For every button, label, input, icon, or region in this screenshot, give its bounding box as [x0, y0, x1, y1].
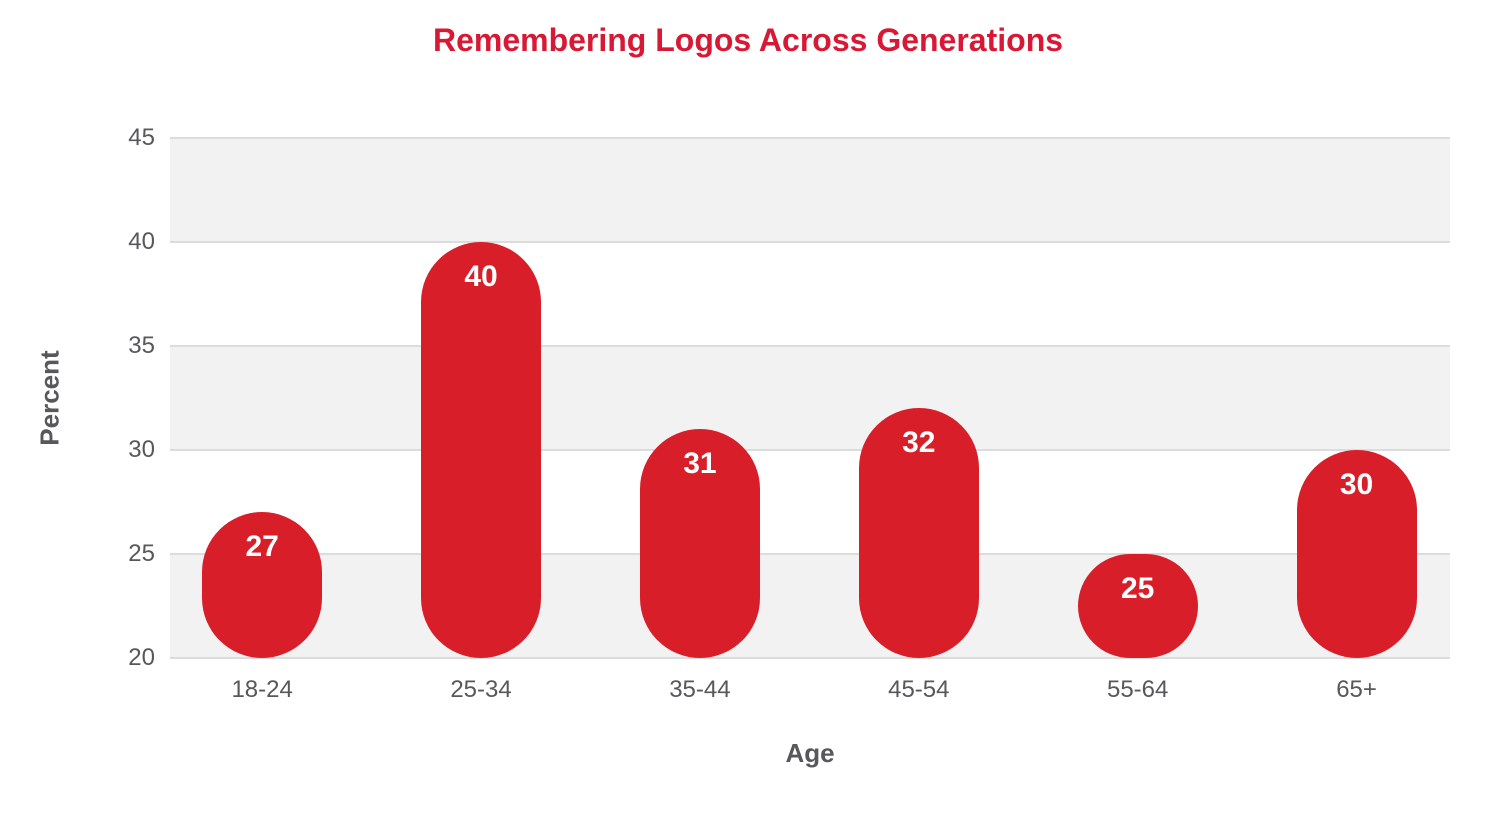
- y-axis-title: Percent: [35, 350, 66, 445]
- gridline: [170, 657, 1450, 659]
- gridline: [170, 449, 1450, 451]
- x-tick-label: 18-24: [231, 676, 292, 704]
- gridline: [170, 241, 1450, 243]
- y-tick-label: 35: [95, 332, 155, 360]
- chart-container: Remembering Logos Across Generations Per…: [0, 0, 1496, 823]
- y-tick-label: 20: [95, 644, 155, 672]
- bar-value-label: 31: [683, 447, 716, 481]
- y-tick-label: 25: [95, 540, 155, 568]
- y-tick-label: 30: [95, 436, 155, 464]
- bar: 31: [640, 429, 760, 658]
- x-tick-label: 45-54: [888, 676, 949, 704]
- bar-value-label: 40: [464, 260, 497, 294]
- gridline: [170, 345, 1450, 347]
- bar: 40: [421, 242, 541, 658]
- y-tick-label: 45: [95, 124, 155, 152]
- grid-band: [170, 346, 1450, 450]
- gridline: [170, 137, 1450, 139]
- x-tick-label: 65+: [1336, 676, 1377, 704]
- x-axis-title: Age: [785, 738, 834, 769]
- chart-title: Remembering Logos Across Generations: [0, 22, 1496, 59]
- grid-band: [170, 138, 1450, 242]
- bar: 25: [1078, 554, 1198, 658]
- bar-value-label: 30: [1340, 468, 1373, 502]
- bar: 32: [859, 408, 979, 658]
- x-tick-label: 35-44: [669, 676, 730, 704]
- bar: 27: [202, 512, 322, 658]
- gridline: [170, 553, 1450, 555]
- bar-value-label: 25: [1121, 572, 1154, 606]
- bar: 30: [1297, 450, 1417, 658]
- plot-area: 27 40 31 32 25 30: [170, 138, 1450, 658]
- grid-band: [170, 554, 1450, 658]
- x-tick-label: 55-64: [1107, 676, 1168, 704]
- bar-value-label: 32: [902, 426, 935, 460]
- y-tick-label: 40: [95, 228, 155, 256]
- bar-value-label: 27: [245, 530, 278, 564]
- x-tick-label: 25-34: [450, 676, 511, 704]
